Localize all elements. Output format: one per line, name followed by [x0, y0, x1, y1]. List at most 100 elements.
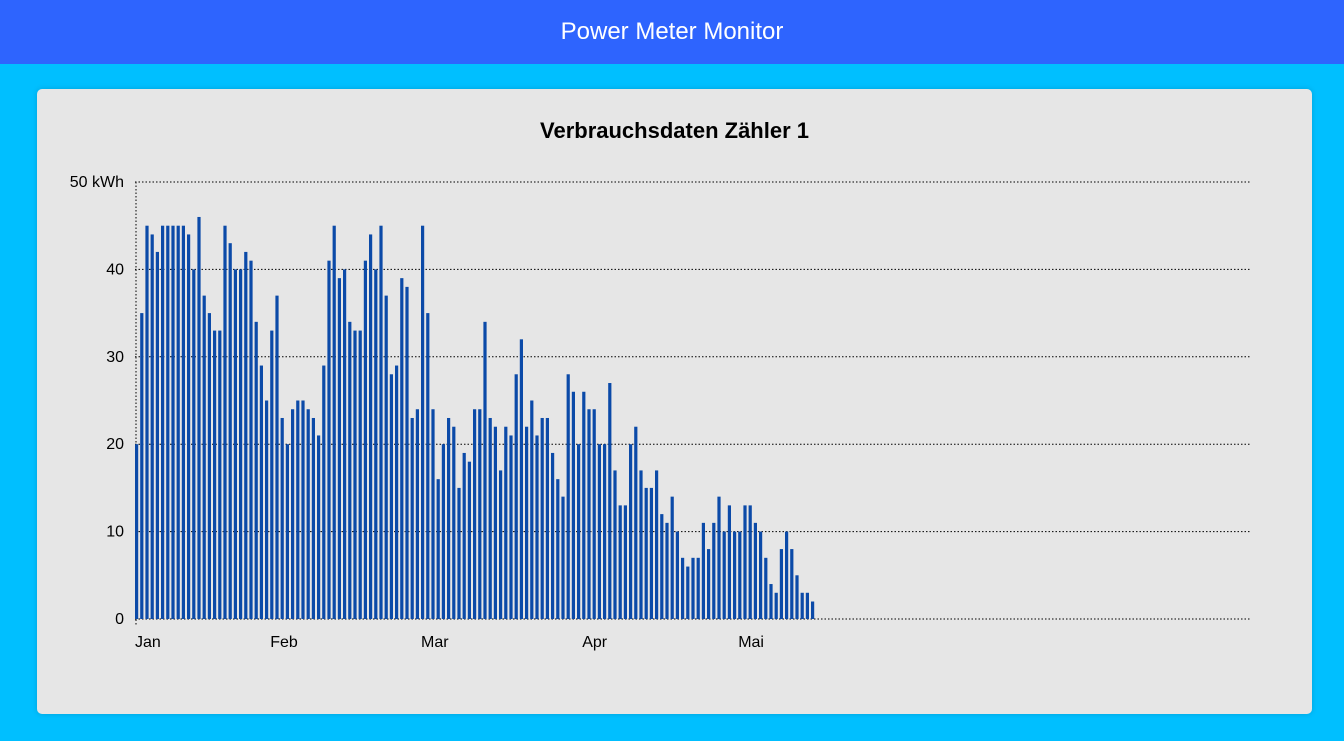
bar[interactable]: [192, 269, 196, 619]
bar[interactable]: [733, 531, 737, 619]
bar[interactable]: [265, 400, 269, 620]
bar[interactable]: [577, 444, 581, 619]
bar[interactable]: [582, 391, 586, 619]
bar[interactable]: [441, 444, 445, 619]
bar[interactable]: [597, 444, 601, 619]
bar[interactable]: [374, 269, 378, 619]
bar[interactable]: [436, 479, 440, 619]
bar[interactable]: [499, 470, 503, 619]
bar[interactable]: [228, 243, 232, 619]
bar[interactable]: [670, 496, 674, 619]
bar[interactable]: [332, 225, 336, 619]
bar[interactable]: [421, 225, 425, 619]
bar[interactable]: [447, 417, 451, 619]
bar[interactable]: [239, 269, 243, 619]
bar[interactable]: [244, 251, 248, 620]
bar[interactable]: [790, 549, 794, 619]
bar[interactable]: [431, 409, 435, 619]
bar[interactable]: [769, 584, 773, 619]
bar[interactable]: [639, 470, 643, 619]
bar[interactable]: [254, 321, 258, 619]
bar[interactable]: [483, 321, 487, 619]
bar[interactable]: [514, 374, 518, 619]
bar[interactable]: [525, 426, 529, 619]
bar[interactable]: [291, 409, 295, 619]
bar[interactable]: [701, 522, 705, 619]
bar[interactable]: [509, 435, 513, 619]
bar[interactable]: [187, 234, 191, 619]
bar[interactable]: [613, 470, 617, 619]
bar[interactable]: [405, 286, 409, 619]
bar[interactable]: [457, 487, 461, 619]
bar[interactable]: [400, 278, 404, 619]
bar[interactable]: [759, 531, 763, 619]
bar[interactable]: [395, 365, 399, 619]
bar[interactable]: [504, 426, 508, 619]
bar[interactable]: [686, 566, 690, 619]
bar[interactable]: [181, 225, 185, 619]
bar[interactable]: [306, 409, 310, 619]
bar[interactable]: [561, 496, 565, 619]
bar[interactable]: [280, 417, 284, 619]
bar[interactable]: [171, 225, 175, 619]
bar[interactable]: [623, 505, 627, 619]
bar[interactable]: [322, 365, 326, 619]
bar[interactable]: [785, 531, 789, 619]
bar[interactable]: [223, 225, 227, 619]
bar[interactable]: [629, 444, 633, 619]
bar[interactable]: [696, 557, 700, 619]
bar[interactable]: [426, 313, 430, 619]
bar[interactable]: [176, 225, 180, 619]
bar[interactable]: [317, 435, 321, 619]
bar[interactable]: [197, 216, 201, 619]
bar[interactable]: [748, 505, 752, 619]
bar[interactable]: [379, 225, 383, 619]
bar[interactable]: [140, 313, 144, 619]
bar[interactable]: [337, 278, 341, 619]
bar[interactable]: [551, 452, 555, 619]
bar[interactable]: [270, 330, 274, 619]
bar[interactable]: [608, 383, 612, 619]
bar[interactable]: [467, 461, 471, 619]
bar[interactable]: [493, 426, 497, 619]
bar[interactable]: [530, 400, 534, 620]
bar[interactable]: [473, 409, 477, 619]
bar[interactable]: [353, 330, 357, 619]
bar[interactable]: [665, 522, 669, 619]
bar[interactable]: [343, 269, 347, 619]
bar[interactable]: [556, 479, 560, 619]
bar[interactable]: [811, 601, 815, 619]
bar[interactable]: [259, 365, 263, 619]
bar[interactable]: [603, 444, 607, 619]
bar[interactable]: [202, 295, 206, 619]
bar[interactable]: [774, 592, 778, 619]
bar[interactable]: [681, 557, 685, 619]
bar[interactable]: [805, 592, 809, 619]
bar[interactable]: [389, 374, 393, 619]
bar[interactable]: [213, 330, 217, 619]
bar[interactable]: [478, 409, 482, 619]
bar[interactable]: [145, 225, 149, 619]
bar[interactable]: [779, 549, 783, 619]
bar[interactable]: [738, 531, 742, 619]
bar[interactable]: [348, 321, 352, 619]
bar[interactable]: [233, 269, 237, 619]
bar[interactable]: [587, 409, 591, 619]
bar[interactable]: [311, 417, 315, 619]
bar[interactable]: [218, 330, 222, 619]
bar[interactable]: [519, 339, 523, 619]
bar[interactable]: [753, 522, 757, 619]
bar[interactable]: [452, 426, 456, 619]
bar[interactable]: [649, 487, 653, 619]
bar[interactable]: [207, 313, 211, 619]
bar[interactable]: [150, 234, 154, 619]
bar[interactable]: [722, 531, 726, 619]
bar[interactable]: [415, 409, 419, 619]
bar[interactable]: [644, 487, 648, 619]
bar[interactable]: [717, 496, 721, 619]
bar[interactable]: [358, 330, 362, 619]
bar[interactable]: [369, 234, 373, 619]
bar[interactable]: [571, 391, 575, 619]
bar[interactable]: [535, 435, 539, 619]
bar[interactable]: [800, 592, 804, 619]
